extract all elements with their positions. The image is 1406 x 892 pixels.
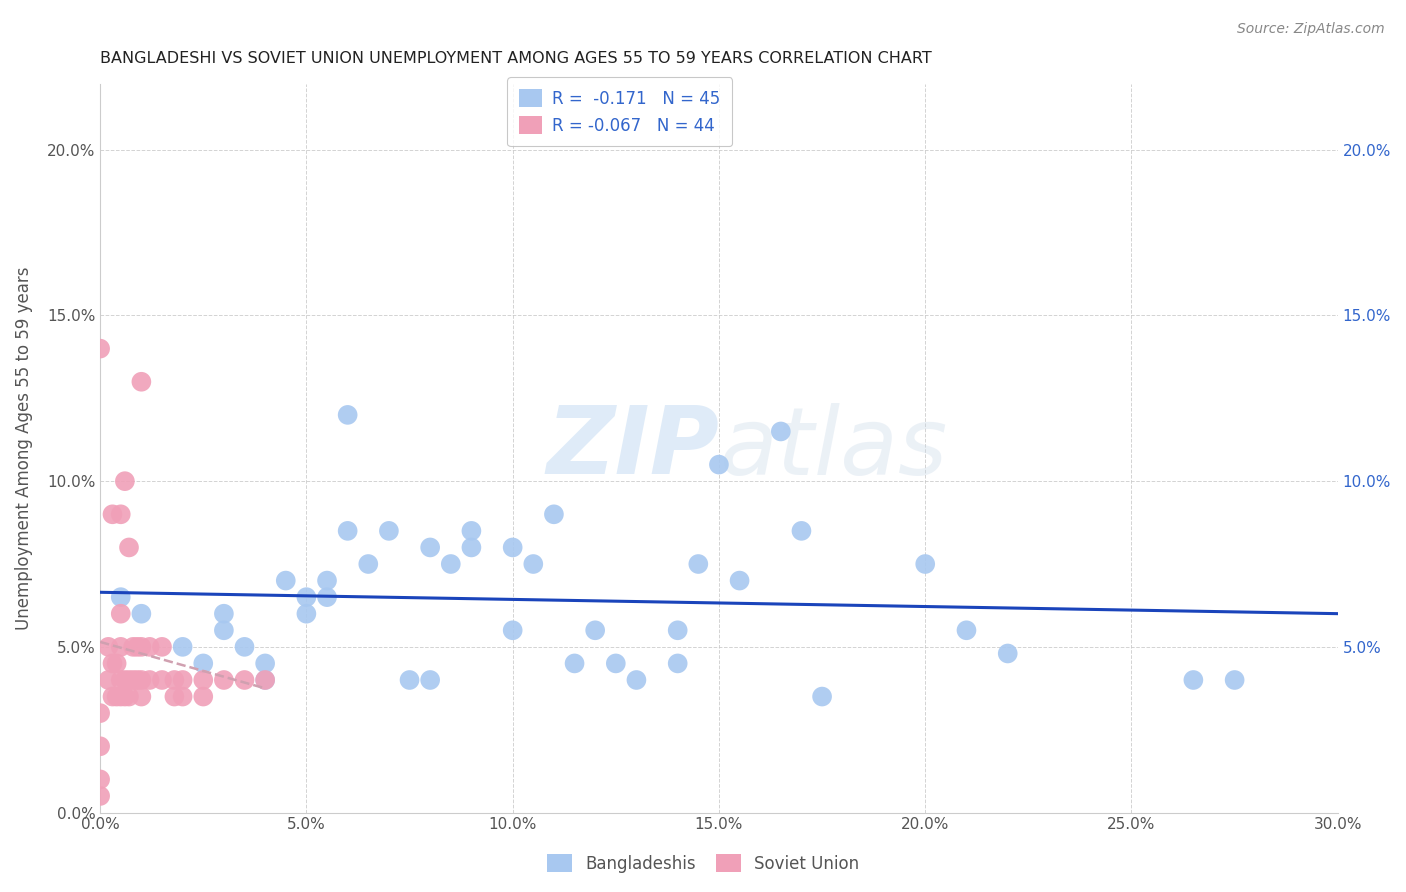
Point [110,607,132,621]
Point [131,640,153,654]
Point [105,690,128,704]
Point [172,690,194,704]
Point [122,640,145,654]
Point [127,640,149,654]
Point [295,590,318,604]
Point [460,524,482,538]
Point [101,508,124,522]
Point [522,557,544,571]
Point [114,474,136,488]
Point [914,557,936,571]
Point [440,557,463,571]
Point [502,541,524,555]
Text: BANGLADESHI VS SOVIET UNION UNEMPLOYMENT AMONG AGES 55 TO 59 YEARS CORRELATION C: BANGLADESHI VS SOVIET UNION UNEMPLOYMENT… [100,51,932,66]
Point [295,607,318,621]
Point [163,673,186,687]
Point [193,690,215,704]
Point [89,706,111,720]
Point [212,673,235,687]
Point [131,375,153,389]
Text: atlas: atlas [718,402,948,493]
Point [502,624,524,638]
Point [97,673,120,687]
Point [110,508,132,522]
Point [1223,673,1246,687]
Text: ZIP: ZIP [546,402,718,494]
Point [997,647,1019,661]
Point [955,624,977,638]
Point [138,673,160,687]
Point [1182,673,1205,687]
Point [138,640,160,654]
Legend: R =  -0.171   N = 45, R = -0.067   N = 44: R = -0.171 N = 45, R = -0.067 N = 44 [508,78,733,146]
Point [172,640,194,654]
Point [114,690,136,704]
Point [666,624,689,638]
Point [419,673,441,687]
Point [460,541,482,555]
Point [131,607,153,621]
Point [212,624,235,638]
Point [110,673,132,687]
Point [131,690,153,704]
Point [97,640,120,654]
Point [150,640,173,654]
Point [122,673,145,687]
Point [626,673,648,687]
Point [193,657,215,671]
Point [378,524,401,538]
Legend: Bangladeshis, Soviet Union: Bangladeshis, Soviet Union [540,847,866,880]
Point [233,640,256,654]
Point [564,657,586,671]
Point [114,673,136,687]
Point [118,541,141,555]
Point [101,690,124,704]
Point [583,624,606,638]
Point [89,772,111,787]
Point [101,657,124,671]
Point [254,673,277,687]
Point [131,673,153,687]
Point [127,673,149,687]
Point [419,541,441,555]
Point [150,673,173,687]
Point [105,657,128,671]
Point [316,574,339,588]
Text: Source: ZipAtlas.com: Source: ZipAtlas.com [1237,22,1385,37]
Point [336,524,359,538]
Y-axis label: Unemployment Among Ages 55 to 59 years: Unemployment Among Ages 55 to 59 years [15,267,32,630]
Point [89,739,111,754]
Point [688,557,710,571]
Point [118,690,141,704]
Point [163,690,186,704]
Point [233,673,256,687]
Point [193,673,215,687]
Point [398,673,420,687]
Point [110,640,132,654]
Point [790,524,813,538]
Point [357,557,380,571]
Point [89,789,111,803]
Point [254,673,277,687]
Point [274,574,297,588]
Point [89,342,111,356]
Point [212,607,235,621]
Point [769,425,792,439]
Point [254,657,277,671]
Point [118,673,141,687]
Point [172,673,194,687]
Point [110,590,132,604]
Point [707,458,730,472]
Point [728,574,751,588]
Point [543,508,565,522]
Point [666,657,689,671]
Point [336,408,359,422]
Point [316,590,339,604]
Point [110,690,132,704]
Point [811,690,834,704]
Point [605,657,627,671]
